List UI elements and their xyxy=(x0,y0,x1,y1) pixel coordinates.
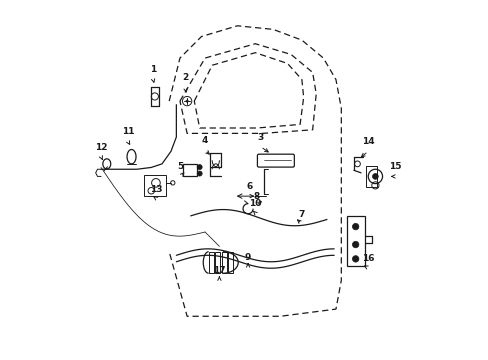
Circle shape xyxy=(352,256,358,262)
Circle shape xyxy=(372,174,378,179)
Circle shape xyxy=(197,165,202,170)
Circle shape xyxy=(185,100,188,102)
Circle shape xyxy=(197,171,202,176)
Text: 9: 9 xyxy=(244,253,251,262)
Text: 2: 2 xyxy=(182,73,188,82)
Text: 3: 3 xyxy=(257,132,263,141)
Text: 6: 6 xyxy=(246,182,252,191)
Circle shape xyxy=(352,241,358,248)
Text: 5: 5 xyxy=(177,162,183,171)
Bar xyxy=(144,175,165,196)
Bar xyxy=(346,216,364,266)
Bar xyxy=(221,252,226,273)
Bar xyxy=(183,163,197,176)
Text: 12: 12 xyxy=(95,143,107,152)
Text: 15: 15 xyxy=(388,162,401,171)
Bar xyxy=(366,166,376,187)
Text: 7: 7 xyxy=(298,210,305,219)
Text: 11: 11 xyxy=(122,127,134,136)
Bar xyxy=(215,252,220,273)
Circle shape xyxy=(352,224,358,230)
Bar xyxy=(227,252,233,273)
Bar xyxy=(208,252,214,273)
Text: 1: 1 xyxy=(150,65,156,74)
Text: 16: 16 xyxy=(361,254,374,263)
Text: 4: 4 xyxy=(202,136,208,145)
Text: 17: 17 xyxy=(213,266,225,275)
Text: 8: 8 xyxy=(253,192,259,201)
Text: 14: 14 xyxy=(361,137,374,146)
Text: 13: 13 xyxy=(150,185,163,194)
Text: 10: 10 xyxy=(248,199,261,208)
